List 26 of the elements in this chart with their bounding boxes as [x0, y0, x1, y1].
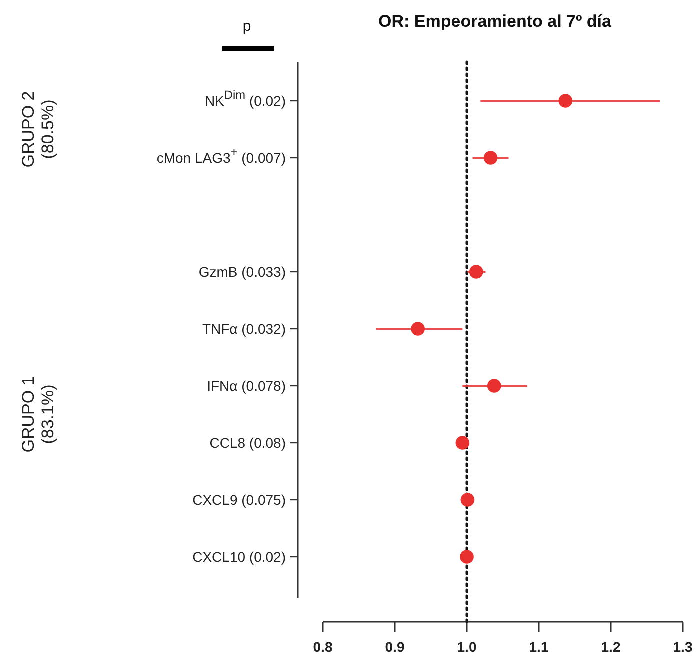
- point: [460, 493, 475, 507]
- x-tick-label: 0.9: [385, 638, 405, 655]
- text: GRUPO 1 (83.1%): [19, 376, 58, 453]
- y-tick-label: GzmB (0.033): [198, 264, 286, 280]
- point: [487, 379, 502, 393]
- y-tick-label: CXCL10 (0.02): [192, 548, 286, 565]
- point: [558, 94, 573, 108]
- x-tick-label: 0.8: [313, 638, 333, 655]
- point: [469, 265, 484, 279]
- y-tick-label: cMon LAG3$^{+}$ (0.007): [156, 144, 286, 166]
- point: [411, 322, 425, 336]
- y-tick-label: NK$^{Dim}$ (0.02): [204, 88, 286, 109]
- x-tick-label: 1.3: [673, 638, 693, 655]
- y-tick-label: TNFα (0.032): [202, 320, 286, 337]
- point: [460, 550, 474, 564]
- chart-title: OR: Empeoramiento al 7º día: [378, 12, 612, 31]
- point: [456, 436, 470, 450]
- y-tick-label: CXCL9 (0.075): [192, 492, 286, 508]
- y-tick-label: CCL8 (0.08): [210, 434, 286, 451]
- point: [484, 151, 498, 165]
- text: p: [242, 18, 252, 35]
- text: GRUPO 2 (80.5%): [19, 91, 58, 168]
- x-tick-label: 1.2: [601, 638, 621, 655]
- x-tick-label: 1.0: [457, 638, 477, 655]
- y-tick-label: IFNα (0.078): [207, 378, 286, 394]
- x-tick-label: 1.1: [529, 638, 549, 655]
